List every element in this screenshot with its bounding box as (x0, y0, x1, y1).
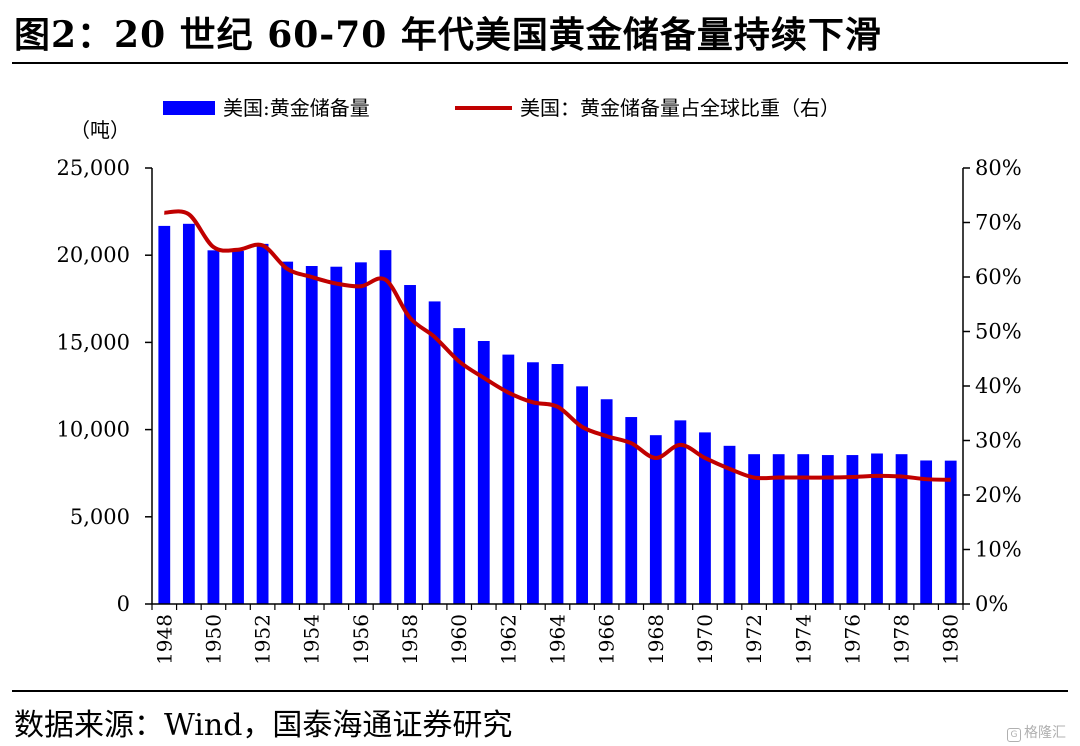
title-divider (12, 62, 1068, 64)
bar-1973 (772, 454, 785, 604)
right-tick-label: 30% (975, 429, 1022, 453)
source-divider (12, 690, 1068, 692)
x-tick-label: 1962 (496, 614, 520, 665)
bar-1954 (305, 266, 318, 604)
bar-1961 (477, 341, 490, 604)
bar-1958 (404, 285, 416, 604)
bar-1966 (600, 399, 613, 604)
x-tick-label: 1950 (201, 614, 225, 665)
left-axis-unit: （吨） (70, 118, 130, 142)
legend-line-label: 美国：黄金储备量占全球比重（右） (520, 96, 840, 120)
x-tick-label: 1952 (251, 614, 275, 665)
x-tick-label: 1964 (546, 614, 570, 665)
source-note: 数据来源：Wind，国泰海通证券研究 (14, 708, 513, 743)
left-tick-label: 10,000 (57, 418, 130, 442)
bar-1965 (576, 386, 588, 604)
bar-1960 (453, 328, 466, 604)
bar-1976 (846, 455, 859, 604)
x-tick-label: 1968 (644, 614, 668, 665)
watermark: G 格隆汇 (1007, 722, 1066, 742)
bar-1959 (428, 301, 441, 604)
bar-1979 (920, 460, 933, 604)
bar-1962 (502, 354, 515, 604)
bar-1968 (649, 435, 662, 604)
x-tick-label: 1966 (595, 614, 619, 665)
x-tick-label: 1978 (890, 614, 914, 665)
x-tick-label: 1970 (693, 614, 717, 665)
bar-1963 (527, 362, 539, 604)
left-tick-label: 15,000 (57, 330, 130, 354)
right-tick-label: 80% (975, 156, 1022, 180)
x-tick-label: 1972 (742, 614, 766, 665)
bar-1978 (895, 454, 908, 604)
legend-bar-label: 美国:黄金储备量 (223, 96, 370, 120)
figure-title: 图2：20 世纪 60-70 年代美国黄金储备量持续下滑 (14, 14, 882, 56)
bar-1967 (625, 417, 638, 604)
x-tick-label: 1958 (398, 614, 422, 665)
bar-1977 (871, 453, 883, 604)
left-tick-label: 25,000 (57, 156, 130, 180)
bar-1972 (748, 454, 761, 604)
x-tick-label: 1954 (300, 614, 324, 665)
x-tick-label: 1948 (152, 614, 176, 665)
watermark-text: 格隆汇 (1024, 725, 1066, 741)
chart-legend: 美国:黄金储备量 美国：黄金储备量占全球比重（右） (163, 96, 840, 120)
right-tick-label: 60% (975, 265, 1022, 289)
right-tick-label: 40% (975, 374, 1022, 398)
bar-1980 (944, 460, 957, 604)
right-tick-label: 70% (975, 211, 1022, 235)
x-tick-label: 1956 (349, 614, 373, 665)
bar-1951 (232, 250, 244, 604)
bar-series (158, 223, 957, 605)
line-series (164, 209, 951, 482)
right-tick-label: 50% (975, 320, 1022, 344)
bar-1970 (699, 432, 711, 604)
chart-axes: 0 5,000 10,000 15,000 20,000 25,000 0% 10% 20% 30… (57, 156, 1022, 665)
bar-1964 (551, 364, 564, 604)
bar-1975 (821, 455, 834, 604)
bar-1949 (182, 223, 195, 604)
bar-1952 (256, 243, 269, 605)
right-tick-label: 10% (975, 538, 1022, 562)
left-tick-label: 20,000 (57, 243, 130, 267)
bar-1974 (797, 454, 810, 604)
bar-1957 (379, 250, 392, 604)
bar-1955 (330, 266, 343, 604)
bar-1969 (674, 420, 687, 604)
left-tick-label: 5,000 (70, 505, 130, 529)
bar-1948 (158, 225, 171, 604)
watermark-logo-icon: G (1007, 728, 1021, 742)
bar-1956 (355, 262, 367, 604)
bar-1953 (281, 261, 294, 604)
left-tick-label: 0 (117, 592, 130, 616)
x-tick-label: 1976 (840, 614, 864, 665)
bar-1950 (207, 250, 220, 604)
right-tick-label: 0% (975, 592, 1008, 616)
x-tick-label: 1980 (939, 614, 963, 665)
legend-bar-swatch (163, 101, 215, 115)
right-tick-label: 20% (975, 483, 1022, 507)
x-tick-label: 1960 (447, 614, 471, 665)
x-tick-label: 1974 (791, 614, 815, 665)
bar-1971 (723, 445, 736, 604)
